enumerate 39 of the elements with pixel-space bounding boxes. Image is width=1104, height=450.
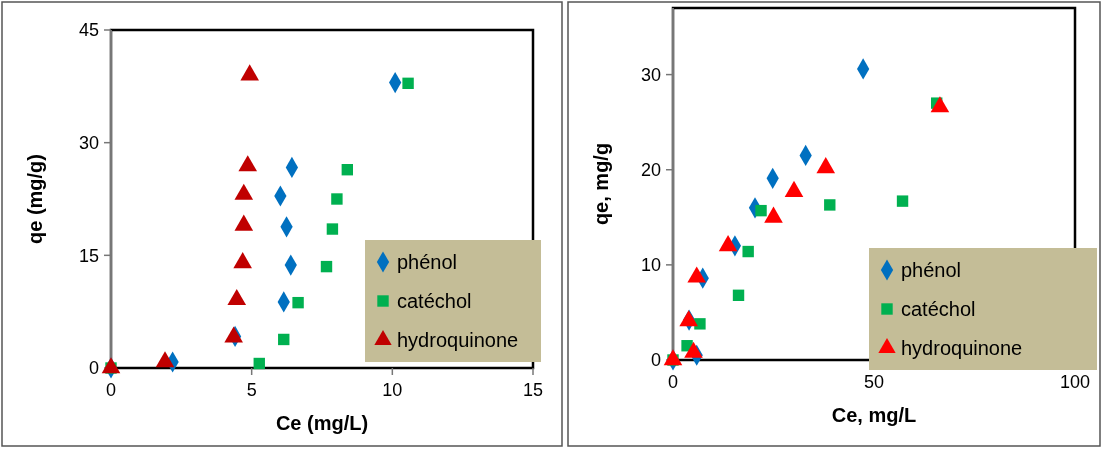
point [402,77,414,90]
point [824,199,836,211]
point [253,357,265,370]
x-tick-label: 15 [522,380,544,400]
y-tick-label: 0 [650,350,661,371]
y-tick-label: 0 [88,358,99,379]
x-tick-label: 0 [105,380,117,400]
legend-label: phénol [901,259,962,281]
point [732,289,745,302]
y-tick-label: 15 [78,245,99,266]
y-tick-label: 20 [640,160,661,181]
point [742,245,754,258]
x-axis-title: Ce (mg/L) [275,412,369,434]
point [331,193,343,205]
point [292,296,304,309]
x-tick-label: 5 [246,380,257,400]
y-tick-label: 30 [78,132,99,153]
x-tick-label: 100 [1059,372,1091,392]
point [896,195,909,207]
point [341,164,354,176]
legend-label: catéchol [901,298,976,320]
x-tick-label: 10 [382,380,403,400]
point [320,260,333,273]
legend-label: catéchol [397,290,472,312]
point [755,204,767,217]
x-tick-label: 50 [863,372,885,392]
x-tick-label: 0 [667,372,679,392]
legend-label: hydroquinone [901,337,1023,359]
x-axis-title: Ce, mg/L [831,404,917,426]
y-tick-label: 10 [640,255,661,276]
point [326,223,339,235]
point [694,318,706,330]
legend-label: phénol [397,251,458,273]
y-tick-label: 30 [640,64,661,85]
y-axis-title: qe, mg/g [590,142,612,226]
y-tick-label: 45 [78,20,99,41]
y-axis-title: qe (mg/g) [24,154,46,244]
legend-label: hydroquinone [397,329,519,351]
point [278,333,290,346]
